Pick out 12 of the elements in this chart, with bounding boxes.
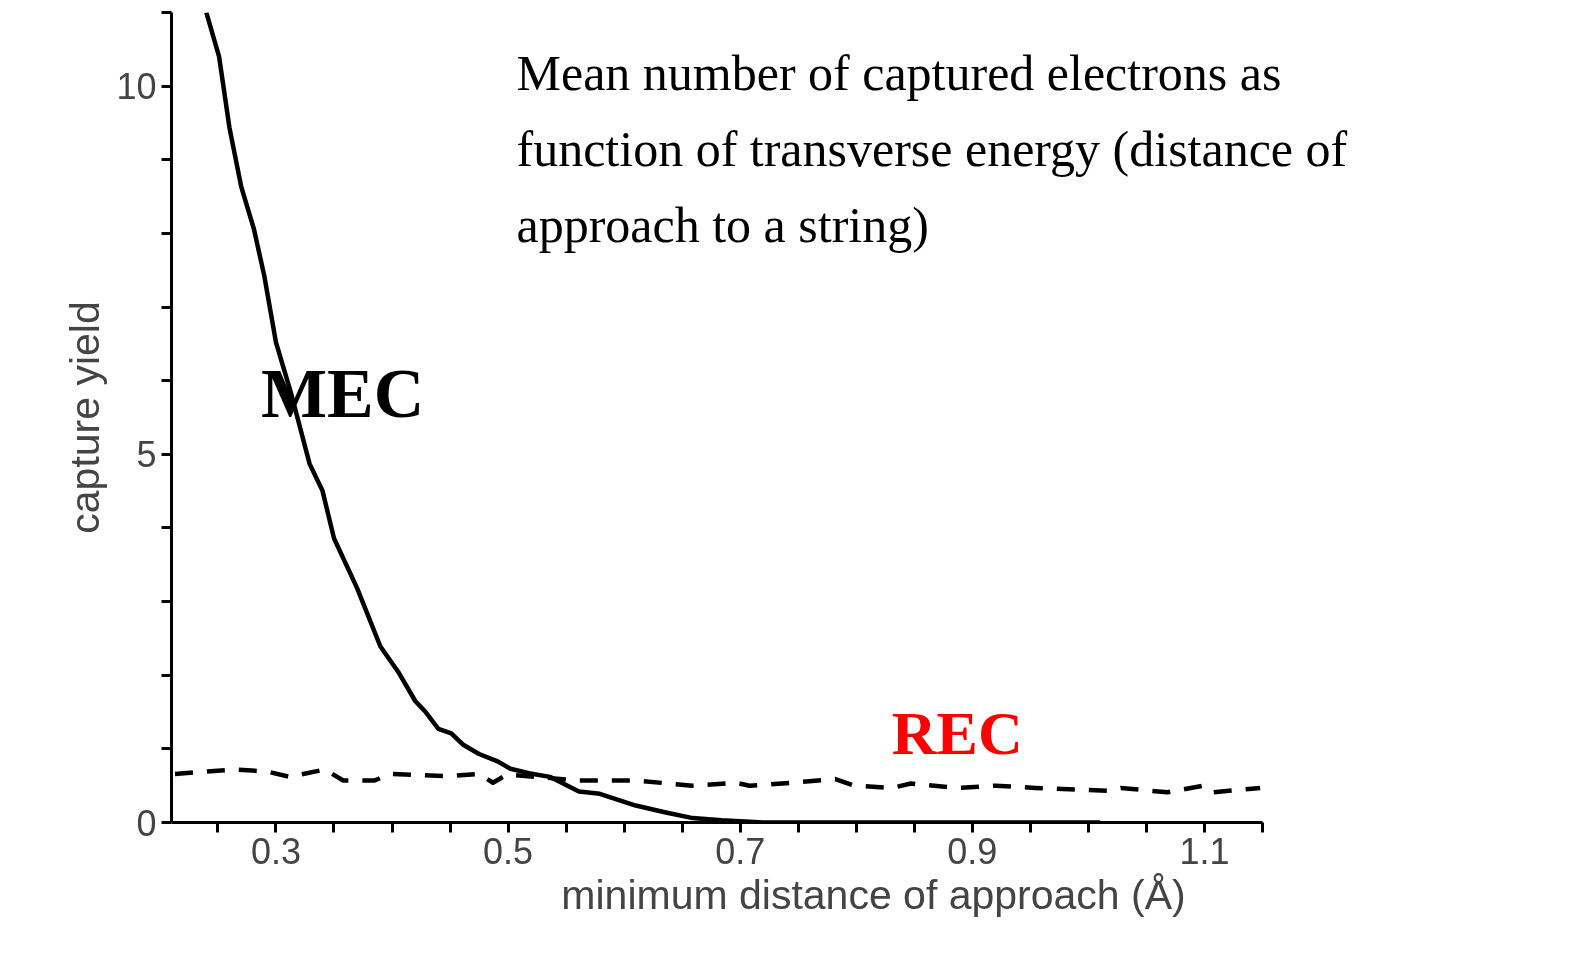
x-tick-label: 0.9 <box>947 830 998 872</box>
x-axis-title: minimum distance of approach (Å) <box>561 871 1186 918</box>
y-tick-label: 10 <box>116 66 157 108</box>
x-tick-label: 1.1 <box>1179 830 1230 872</box>
x-tick-label: 0.7 <box>715 830 766 872</box>
x-tick-label: 0.3 <box>250 830 301 872</box>
x-tick-label: 0.5 <box>483 830 534 872</box>
y-axis-title: capture yield <box>62 301 109 534</box>
series-label: REC <box>891 698 1023 767</box>
y-tick-label: 0 <box>136 802 157 844</box>
text: Mean number of captured electrons as function of transverse energy (distance of approach to a string) <box>516 44 1348 253</box>
y-tick-label: 5 <box>136 434 157 476</box>
